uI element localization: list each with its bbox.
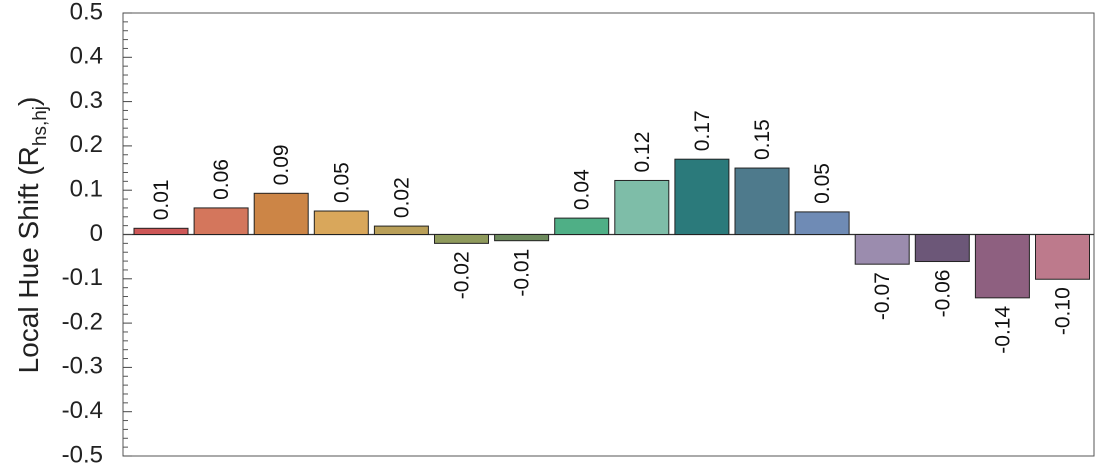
bar bbox=[614, 179, 670, 235]
data-label: 0.05 bbox=[330, 162, 353, 203]
y-tick-label: -0.2 bbox=[62, 308, 103, 335]
y-tick-label: 0 bbox=[90, 220, 103, 247]
y-tick-label: -0.1 bbox=[62, 264, 103, 291]
bar bbox=[674, 158, 730, 235]
data-label: 0.09 bbox=[270, 144, 293, 185]
data-label: -0.14 bbox=[991, 306, 1014, 354]
data-label: 0.05 bbox=[811, 163, 834, 204]
bar bbox=[854, 234, 910, 265]
y-axis-title-subscript: hs,hj bbox=[30, 106, 51, 146]
y-axis-title-main: Local Hue Shift (R bbox=[13, 146, 44, 373]
y-axis-title-close: ) bbox=[13, 97, 44, 106]
y-tick-label: 0.5 bbox=[70, 0, 103, 25]
bar bbox=[914, 234, 970, 263]
bar bbox=[434, 234, 489, 244]
data-label: -0.01 bbox=[511, 249, 534, 297]
data-label: -0.02 bbox=[451, 251, 474, 299]
y-tick-label: 0.4 bbox=[70, 43, 103, 70]
y-tick-label: 0.2 bbox=[70, 131, 103, 158]
bar bbox=[734, 167, 790, 235]
bar bbox=[373, 225, 429, 235]
bar bbox=[133, 227, 189, 236]
bar bbox=[974, 234, 1030, 299]
y-axis: 0.5 0.4 0.3 0.2 0.1 0 -0.1 -0.2 -0.3 -0.4 -0.5 bbox=[62, 0, 132, 468]
data-label: 0.12 bbox=[631, 132, 654, 173]
bar bbox=[1035, 234, 1090, 280]
data-label: 0.02 bbox=[390, 177, 413, 218]
data-label: -0.07 bbox=[871, 272, 894, 320]
y-tick-label: -0.3 bbox=[62, 353, 103, 380]
bars bbox=[133, 158, 1090, 299]
bar bbox=[554, 217, 610, 235]
data-label: 0.15 bbox=[751, 119, 774, 160]
data-label: 0.01 bbox=[150, 179, 173, 220]
data-label: 0.04 bbox=[571, 169, 594, 210]
data-label: -0.10 bbox=[1052, 287, 1075, 335]
y-tick-label: 0.3 bbox=[70, 87, 103, 114]
data-labels: 0.01 0.06 0.09 0.05 0.02 -0.02 -0.01 0.04 0.12 0.… bbox=[150, 110, 1075, 353]
bar bbox=[494, 234, 550, 242]
bar bbox=[313, 210, 369, 235]
y-tick-label: 0.1 bbox=[70, 176, 103, 203]
bar bbox=[794, 211, 850, 235]
bar bbox=[193, 207, 249, 235]
y-tick-label: -0.4 bbox=[62, 397, 103, 424]
data-label: 0.17 bbox=[691, 110, 714, 151]
y-tick-label: -0.5 bbox=[62, 441, 103, 468]
data-label: -0.06 bbox=[931, 270, 954, 318]
data-label: 0.06 bbox=[210, 159, 233, 200]
y-axis-title: Local Hue Shift (Rhs,hj) bbox=[13, 97, 51, 374]
bar bbox=[253, 192, 309, 235]
